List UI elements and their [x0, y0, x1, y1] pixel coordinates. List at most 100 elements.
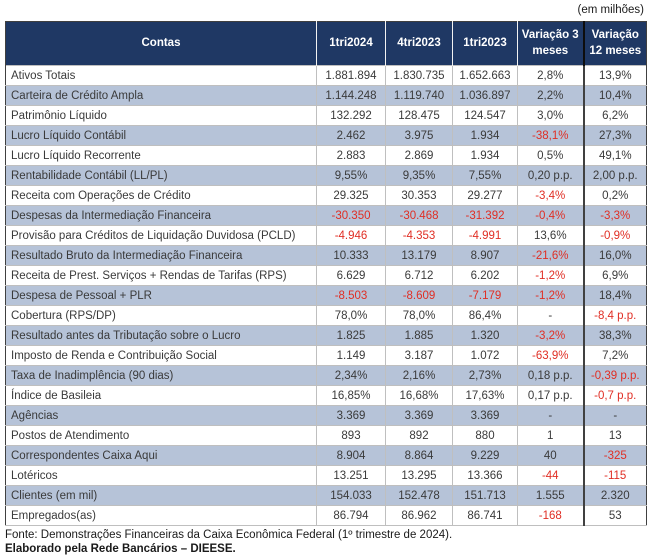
- column-header-variacao-12-meses: Variação 12 meses: [582, 21, 647, 66]
- row-value: 49,1%: [582, 145, 647, 166]
- row-value: -: [517, 405, 584, 426]
- row-value: 9.229: [452, 445, 518, 466]
- row-value: -0,4%: [517, 205, 584, 226]
- row-value: 13,6%: [517, 225, 584, 246]
- row-value: 0,5%: [517, 145, 584, 166]
- row-label: Taxa de Inadimplência (90 dias): [5, 365, 317, 386]
- row-value: 2.462: [316, 125, 386, 146]
- row-value: 16,68%: [385, 385, 453, 406]
- column-header-1tri2024: 1tri2024: [316, 21, 386, 66]
- row-value: 0,18 p.p.: [517, 365, 584, 386]
- row-value: 2,73%: [452, 365, 518, 386]
- row-value: 892: [385, 425, 453, 446]
- row-value: -: [517, 305, 584, 326]
- row-value: 9,55%: [316, 165, 386, 186]
- row-label: Resultado Bruto da Intermediação Finance…: [5, 245, 317, 266]
- table-row: Lotéricos 13.251 13.295 13.366 -44 -115: [5, 465, 647, 486]
- row-value: -44: [517, 465, 584, 486]
- row-value: 18,4%: [582, 285, 647, 306]
- row-value: 3.975: [385, 125, 453, 146]
- row-label: Cobertura (RPS/DP): [5, 305, 317, 326]
- table-row: Imposto de Renda e Contribuição Social 1.…: [5, 345, 647, 366]
- row-value: 16,0%: [582, 245, 647, 266]
- unit-note: (em milhões): [577, 4, 644, 16]
- row-label: Receita com Operações de Crédito: [5, 185, 317, 206]
- row-label: Carteira de Crédito Ampla: [5, 85, 317, 106]
- row-label: Despesas da Intermediação Financeira: [5, 205, 317, 226]
- table-row: Patrimônio Líquido 132.292 128.475 124.547 3…: [5, 105, 647, 126]
- row-value: 2.320: [582, 485, 647, 506]
- row-value: 8.907: [452, 245, 518, 266]
- row-value: -0,9%: [582, 225, 647, 246]
- row-value: 78,0%: [385, 305, 453, 326]
- row-value: 1.320: [452, 325, 518, 346]
- row-label: Empregados(as): [5, 505, 317, 526]
- row-value: 1.830.735: [385, 65, 453, 86]
- financial-table: Contas 1tri2024 4tri2023 1tri2023 Variaç…: [5, 21, 647, 526]
- table-row: Empregados(as) 86.794 86.962 86.741 -168 53: [5, 505, 647, 526]
- row-value: 3.369: [385, 405, 453, 426]
- row-value: 6.712: [385, 265, 453, 286]
- row-label: Despesa de Pessoal + PLR: [5, 285, 317, 306]
- table-row: Carteira de Crédito Ampla 1.144.248 1.119.…: [5, 85, 647, 106]
- row-label: Patrimônio Líquido: [5, 105, 317, 126]
- row-label: Imposto de Renda e Contribuição Social: [5, 345, 317, 366]
- row-value: 9,35%: [385, 165, 453, 186]
- row-value: 16,85%: [316, 385, 386, 406]
- table-row: Receita com Operações de Crédito 29.325 30…: [5, 185, 647, 206]
- row-value: -3,2%: [517, 325, 584, 346]
- row-value: 8.864: [385, 445, 453, 466]
- row-value: 13.179: [385, 245, 453, 266]
- table-row: Resultado antes da Tributação sobre o Lu…: [5, 325, 647, 346]
- row-value: -4.353: [385, 225, 453, 246]
- row-label: Provisão para Créditos de Liquidação Duv…: [5, 225, 317, 246]
- row-value: -7.179: [452, 285, 518, 306]
- table-row: Receita de Prest. Serviços + Rendas de T…: [5, 265, 647, 286]
- row-value: 1.825: [316, 325, 386, 346]
- table-row: Rentabilidade Contábil (LL/PL) 9,55% 9,35%…: [5, 165, 647, 186]
- row-value: 0,20 p.p.: [517, 165, 584, 186]
- row-value: 1.072: [452, 345, 518, 366]
- row-label: Rentabilidade Contábil (LL/PL): [5, 165, 317, 186]
- row-value: 0,17 p.p.: [517, 385, 584, 406]
- row-value: -30.350: [316, 205, 386, 226]
- table-row: Lucro Líquido Contábil 2.462 3.975 1.934 -38…: [5, 125, 647, 146]
- row-value: -4.946: [316, 225, 386, 246]
- row-value: 1: [517, 425, 584, 446]
- row-value: -1,2%: [517, 285, 584, 306]
- footer-elaboration: Elaborado pela Rede Bancários – DIEESE.: [5, 543, 236, 555]
- row-value: 1.934: [452, 145, 518, 166]
- row-value: 2,2%: [517, 85, 584, 106]
- row-label: Índice de Basileia: [5, 385, 317, 406]
- row-value: 1.036.897: [452, 85, 518, 106]
- row-value: -115: [582, 465, 647, 486]
- row-value: 6,9%: [582, 265, 647, 286]
- row-value: 38,3%: [582, 325, 647, 346]
- row-value: -3,3%: [582, 205, 647, 226]
- row-value: 1.149: [316, 345, 386, 366]
- row-value: -0,39 p.p.: [582, 365, 647, 386]
- row-label: Clientes (em mil): [5, 485, 317, 506]
- row-value: 152.478: [385, 485, 453, 506]
- row-value: -4.991: [452, 225, 518, 246]
- row-value: 1.555: [517, 485, 584, 506]
- row-value: 13: [582, 425, 647, 446]
- row-value: 1.934: [452, 125, 518, 146]
- table-row: Provisão para Créditos de Liquidação Duv…: [5, 225, 647, 246]
- footer-source: Fonte: Demonstrações Financeiras da Caix…: [5, 529, 453, 541]
- row-value: -38,1%: [517, 125, 584, 146]
- row-value: 17,63%: [452, 385, 518, 406]
- row-value: 2.883: [316, 145, 386, 166]
- table-row: Clientes (em mil) 154.033 152.478 151.713 1.…: [5, 485, 647, 506]
- row-value: 128.475: [385, 105, 453, 126]
- row-value: 86.794: [316, 505, 386, 526]
- row-value: 13.251: [316, 465, 386, 486]
- row-value: 8.904: [316, 445, 386, 466]
- row-value: -: [582, 405, 647, 426]
- row-value: 30.353: [385, 185, 453, 206]
- row-value: 13.295: [385, 465, 453, 486]
- row-value: -21,6%: [517, 245, 584, 266]
- row-value: 6.629: [316, 265, 386, 286]
- row-value: 7,2%: [582, 345, 647, 366]
